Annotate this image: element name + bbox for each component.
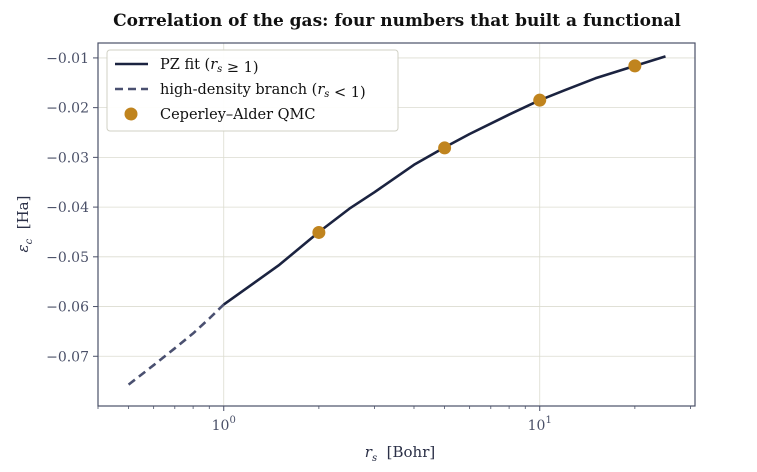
y-tick-label: −0.03: [46, 150, 89, 166]
qmc-point: [312, 225, 326, 239]
y-tick-label: −0.02: [46, 101, 89, 117]
plot-frame: [97, 42, 696, 407]
legend-label-qmc: Ceperley–Alder QMC: [160, 107, 315, 123]
y-axis-label-unit: [Ha]: [14, 196, 32, 239]
qmc-point: [533, 93, 547, 107]
x-axis-label: rs [Bohr]: [365, 443, 435, 464]
y-tick-label: −0.01: [46, 51, 89, 67]
x-axis-label-unit: [Bohr]: [377, 443, 435, 461]
legend-swatch-qmc: [124, 107, 138, 121]
legend-label-branch: high-density branch (rs < 1): [160, 82, 366, 101]
qmc-point: [628, 59, 642, 73]
marker-layer: [312, 59, 642, 239]
x-axis-label-subscript: s: [372, 453, 377, 464]
x-axis-label-symbol: r: [365, 443, 373, 461]
x-tick-label: 101: [528, 415, 552, 434]
qmc-point: [438, 141, 452, 155]
y-tick-label: −0.07: [46, 349, 89, 365]
y-axis-label-subscript: c: [24, 238, 35, 244]
chart-title: Correlation of the gas: four numbers tha…: [113, 11, 681, 31]
svg-text:rs [Bohr]: rs [Bohr]: [365, 443, 435, 464]
legend-box: [106, 49, 399, 132]
legend-label-fit: PZ fit (rs ≥ 1): [160, 57, 259, 76]
x-tick-label: 100: [212, 415, 236, 434]
high-density-branch-line: [127, 303, 225, 386]
y-tick-label: −0.06: [46, 300, 89, 316]
y-tick-label: −0.05: [46, 250, 89, 266]
y-axis-label-symbol: ε: [14, 244, 32, 252]
svg-text:εc [Ha]: εc [Ha]: [14, 196, 35, 253]
ticks: −0.01 −0.02 −0.03 −0.04 −0.05 −0.06 −0.07 100 10…: [46, 51, 691, 434]
y-tick-label: −0.04: [46, 200, 89, 216]
legend: PZ fit (rs ≥ 1) high-density branch (rs …: [106, 49, 399, 132]
y-axis-label: εc [Ha]: [14, 196, 35, 253]
